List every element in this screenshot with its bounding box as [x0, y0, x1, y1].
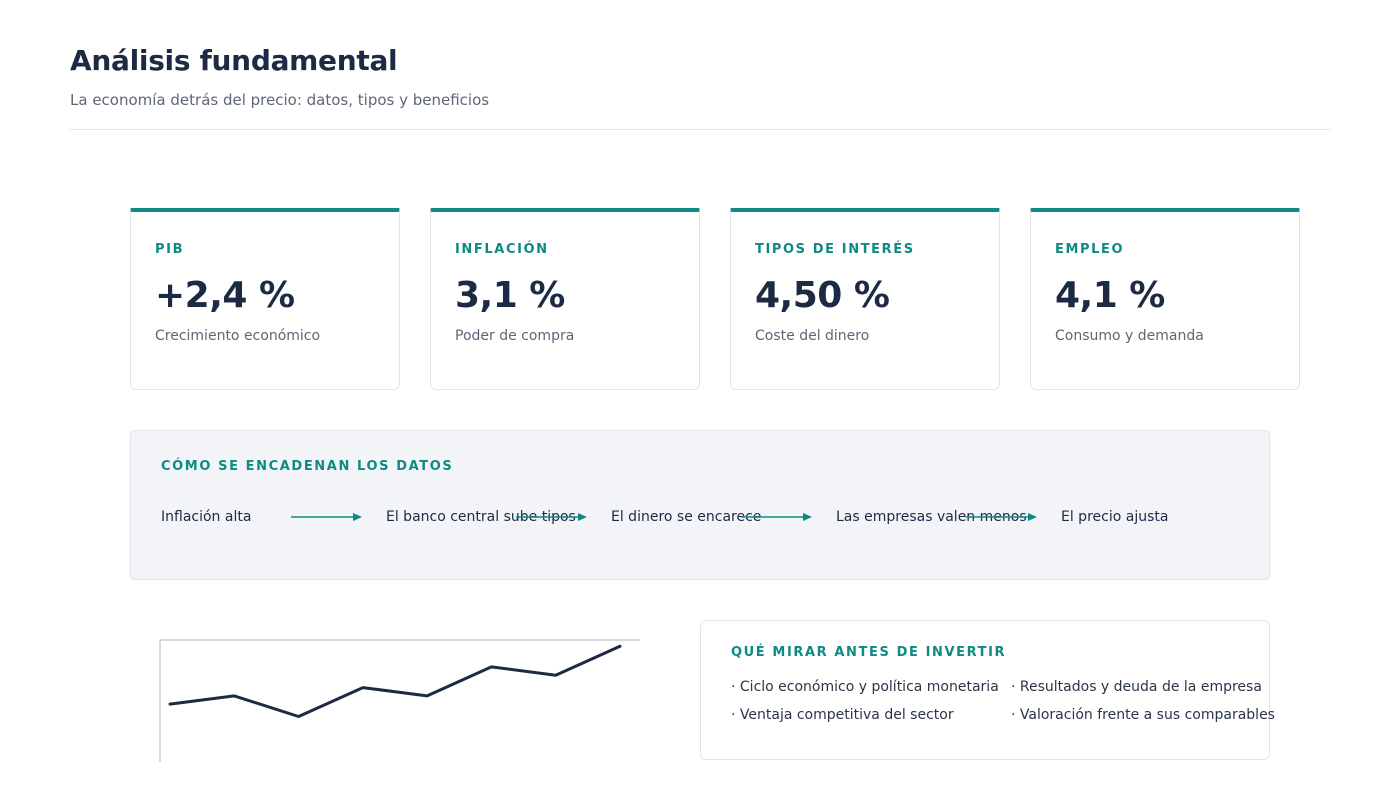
checklist-title: QUÉ MIRAR ANTES DE INVERTIR: [731, 645, 1007, 660]
checklist-item: · Valoración frente a sus comparables: [1011, 707, 1275, 723]
data-chain-panel: CÓMO SE ENCADENAN LOS DATOS Inflación al…: [130, 430, 1270, 580]
checklist-item: · Ciclo económico y política monetaria: [731, 679, 999, 695]
kpi-label: INFLACIÓN: [455, 242, 549, 257]
investment-checklist: QUÉ MIRAR ANTES DE INVERTIR · Ciclo econ…: [700, 620, 1275, 760]
kpi-description: Poder de compra: [455, 328, 575, 344]
arrow-right-icon: [291, 513, 362, 521]
kpi-description: Coste del dinero: [755, 328, 870, 344]
arrow-right-icon: [741, 513, 812, 521]
page-header: Análisis fundamental La economía detrás …: [70, 44, 1330, 109]
kpi-label: PIB: [155, 242, 185, 257]
page-title: Análisis fundamental: [70, 44, 398, 77]
chain-step: El dinero se encarece: [611, 509, 762, 525]
kpi-label: TIPOS DE INTERÉS: [755, 242, 915, 257]
kpi-value: 4,50 %: [755, 275, 890, 316]
kpi-value: 3,1 %: [455, 275, 565, 316]
series-line: [168, 644, 622, 718]
chain-step: El banco central sube tipos: [386, 509, 576, 525]
kpi-card-tipos: TIPOS DE INTERÉS 4,50 % Coste del dinero: [730, 208, 1000, 390]
kpi-row: PIB +2,4 % Crecimiento económico INFLACI…: [130, 208, 1300, 390]
kpi-value: 4,1 %: [1055, 275, 1165, 316]
kpi-description: Consumo y demanda: [1055, 328, 1204, 344]
chain-step: Inflación alta: [161, 509, 252, 525]
kpi-description: Crecimiento económico: [155, 328, 321, 344]
chain-step: Las empresas valen menos: [836, 509, 1027, 525]
chain-step: El precio ajusta: [1061, 509, 1169, 525]
arrow-right-icon: [966, 513, 1037, 521]
checklist-item: · Ventaja competitiva del sector: [731, 707, 954, 723]
line-chart: [159, 639, 640, 762]
chain-title: CÓMO SE ENCADENAN LOS DATOS: [161, 459, 454, 474]
arrow-right-icon: [516, 513, 587, 521]
kpi-card-empleo: EMPLEO 4,1 % Consumo y demanda: [1030, 208, 1300, 390]
kpi-card-inflacion: INFLACIÓN 3,1 % Poder de compra: [430, 208, 700, 390]
kpi-card-pib: PIB +2,4 % Crecimiento económico: [130, 208, 400, 390]
page-subtitle: La economía detrás del precio: datos, ti…: [70, 91, 490, 109]
header-divider: [70, 129, 1330, 130]
checklist-item: · Resultados y deuda de la empresa: [1011, 679, 1262, 695]
kpi-label: EMPLEO: [1055, 242, 1125, 257]
kpi-value: +2,4 %: [155, 275, 295, 316]
